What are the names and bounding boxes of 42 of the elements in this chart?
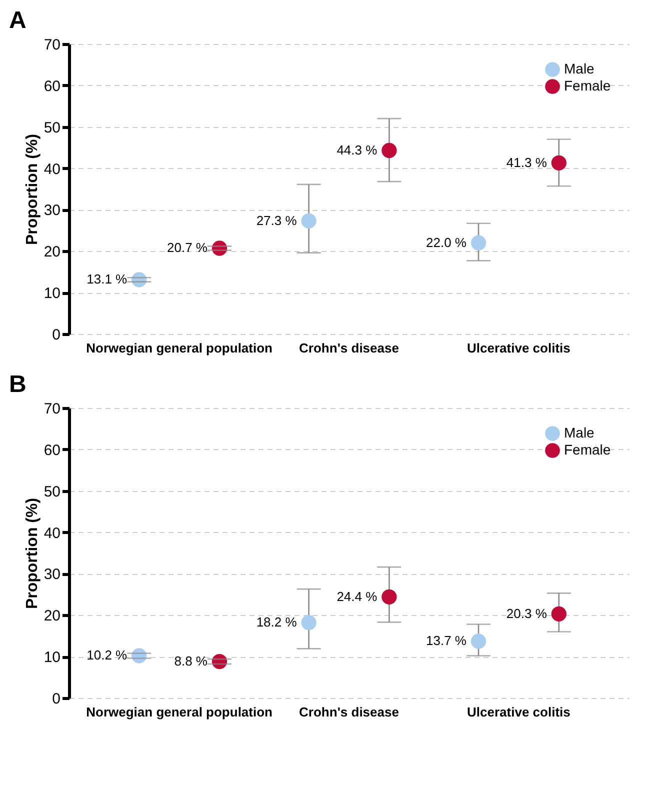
x-tick-label: Ulcerative colitis [467,704,570,720]
y-tick-label: 10 [44,285,60,302]
y-tick-label: 30 [44,202,60,220]
y-tick-label: 40 [44,524,60,542]
y-tick-label: 30 [44,566,60,584]
data-label: 44.3 % [336,142,378,158]
x-tick-label: Crohn's disease [299,340,399,356]
y-axis-title: Proportion (%) [24,134,41,246]
y-tick-label: 40 [44,160,60,178]
y-tick-label: 10 [44,649,60,666]
data-label: 18.2 % [256,614,298,630]
y-tick-label: 20 [44,244,60,261]
x-tick-label: Norwegian general population [86,704,273,720]
data-label: 10.2 % [86,648,128,663]
data-label: 22.0 % [426,234,467,250]
data-label: 13.7 % [426,633,467,648]
x-tick-label: Ulcerative colitis [467,340,570,356]
y-tick-label: 50 [44,119,60,136]
data-label: 20.3 % [506,606,548,621]
x-tick-label: Crohn's disease [299,704,399,720]
chart-title: A [9,7,26,34]
x-tick-label: Norwegian general population [86,340,273,356]
data-label: 20.7 % [167,240,208,256]
y-tick-label: 60 [44,78,60,95]
y-tick-label: 70 [44,36,60,54]
y-tick-label: 20 [44,608,60,625]
y-tick-label: 0 [52,690,60,708]
y-tick-label: 70 [44,400,60,418]
data-label: 27.3 % [256,212,298,228]
y-tick-label: 0 [52,326,60,344]
y-tick-label: 50 [44,483,60,500]
legend-label: Female [564,442,611,458]
legend-label: Male [564,424,595,440]
legend-label: Male [564,60,595,76]
chart-title: B [9,371,26,398]
data-label: 13.1 % [86,272,128,287]
data-label: 24.4 % [336,588,378,604]
y-axis-title: Proportion (%) [24,498,41,610]
data-label: 41.3 % [506,154,548,170]
y-tick-label: 60 [44,442,60,459]
data-label: 8.8 % [174,654,208,669]
legend-label: Female [564,78,611,94]
